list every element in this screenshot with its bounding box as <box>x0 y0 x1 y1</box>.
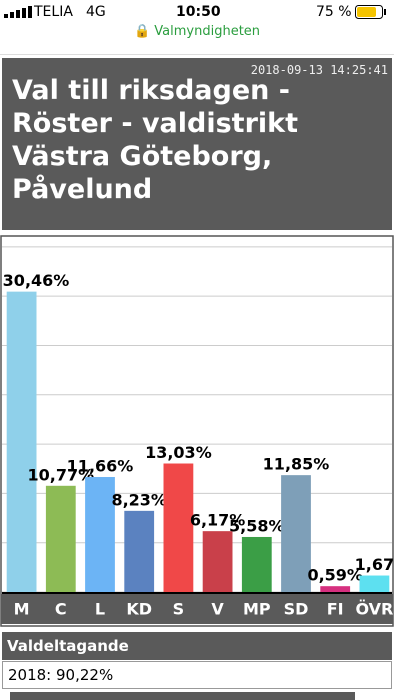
axis-band <box>1 594 393 624</box>
value-label: 5,58% <box>229 516 285 535</box>
x-tick-label: FI <box>327 600 344 619</box>
x-tick-label: M <box>14 600 30 619</box>
footer-bar <box>10 692 355 700</box>
header: 2018-09-13 14:25:41 Val till riksdagen -… <box>2 58 392 230</box>
x-tick-label: MP <box>243 600 271 619</box>
chart: M 30,46% C 10,77% L 11,66% KD 8,23% S 13,03% V 6,17… <box>0 235 394 627</box>
bar <box>163 463 194 592</box>
value-label: 11,66% <box>67 457 134 476</box>
value-label: 6,17% <box>190 511 246 530</box>
value-label: 13,03% <box>145 443 212 462</box>
battery-icon <box>355 5 386 19</box>
bar <box>320 586 351 592</box>
time: 10:50 <box>176 4 221 20</box>
timestamp: 2018-09-13 14:25:41 <box>250 63 388 77</box>
url-text: Valmyndigheten <box>154 24 261 39</box>
network: 4G <box>86 4 106 20</box>
carrier: TELIA <box>34 4 73 20</box>
battery-text: 75 % <box>316 4 352 20</box>
x-tick-label: SD <box>284 600 309 619</box>
bar <box>202 531 233 592</box>
turnout-row: 2018: 90,22% <box>2 661 392 689</box>
url-bar[interactable]: 🔒 Valmyndigheten <box>0 24 394 44</box>
bar <box>45 485 76 592</box>
value-label: 8,23% <box>111 490 167 509</box>
x-tick-label: L <box>95 600 105 619</box>
signal-icon <box>4 6 32 18</box>
bar <box>85 477 115 592</box>
lock-icon: 🔒 <box>133 24 151 39</box>
bar <box>359 575 390 592</box>
value-label: 0,59% <box>307 566 363 585</box>
value-label: 11,85% <box>263 455 330 474</box>
divider <box>0 46 394 55</box>
x-tick-label: V <box>211 600 224 619</box>
status-bar: TELIA 4G 10:50 75 % <box>0 0 394 24</box>
x-tick-label: ÖVR <box>355 600 393 619</box>
bar <box>124 510 155 592</box>
x-tick-label: KD <box>126 600 152 619</box>
turnout-heading: Valdeltagande <box>2 632 392 660</box>
bar <box>281 475 311 592</box>
x-tick-label: C <box>55 600 67 619</box>
value-label: 1,67 <box>355 555 394 574</box>
x-tick-label: S <box>173 600 185 619</box>
value-label: 30,46% <box>3 271 70 290</box>
title: Val till riksdagen - Röster - valdistrik… <box>12 75 299 205</box>
value-label: 10,77% <box>27 465 94 484</box>
bar <box>241 536 272 592</box>
bar <box>6 291 37 592</box>
